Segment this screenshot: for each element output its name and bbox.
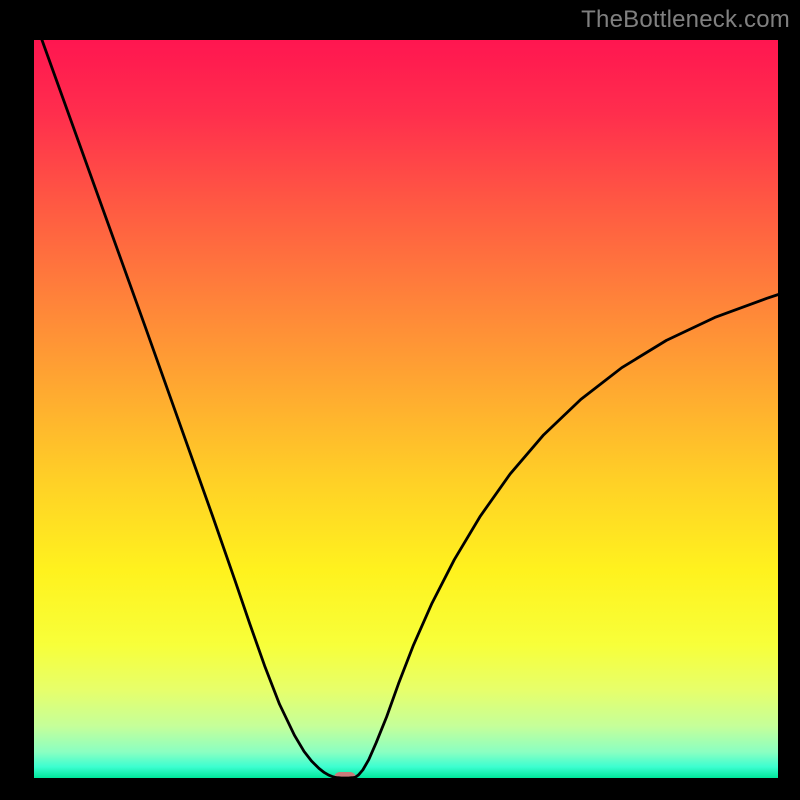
watermark-text: TheBottleneck.com bbox=[581, 6, 790, 34]
bottleneck-curve bbox=[34, 40, 778, 778]
plot-area bbox=[34, 40, 778, 778]
curve-path bbox=[34, 40, 778, 778]
